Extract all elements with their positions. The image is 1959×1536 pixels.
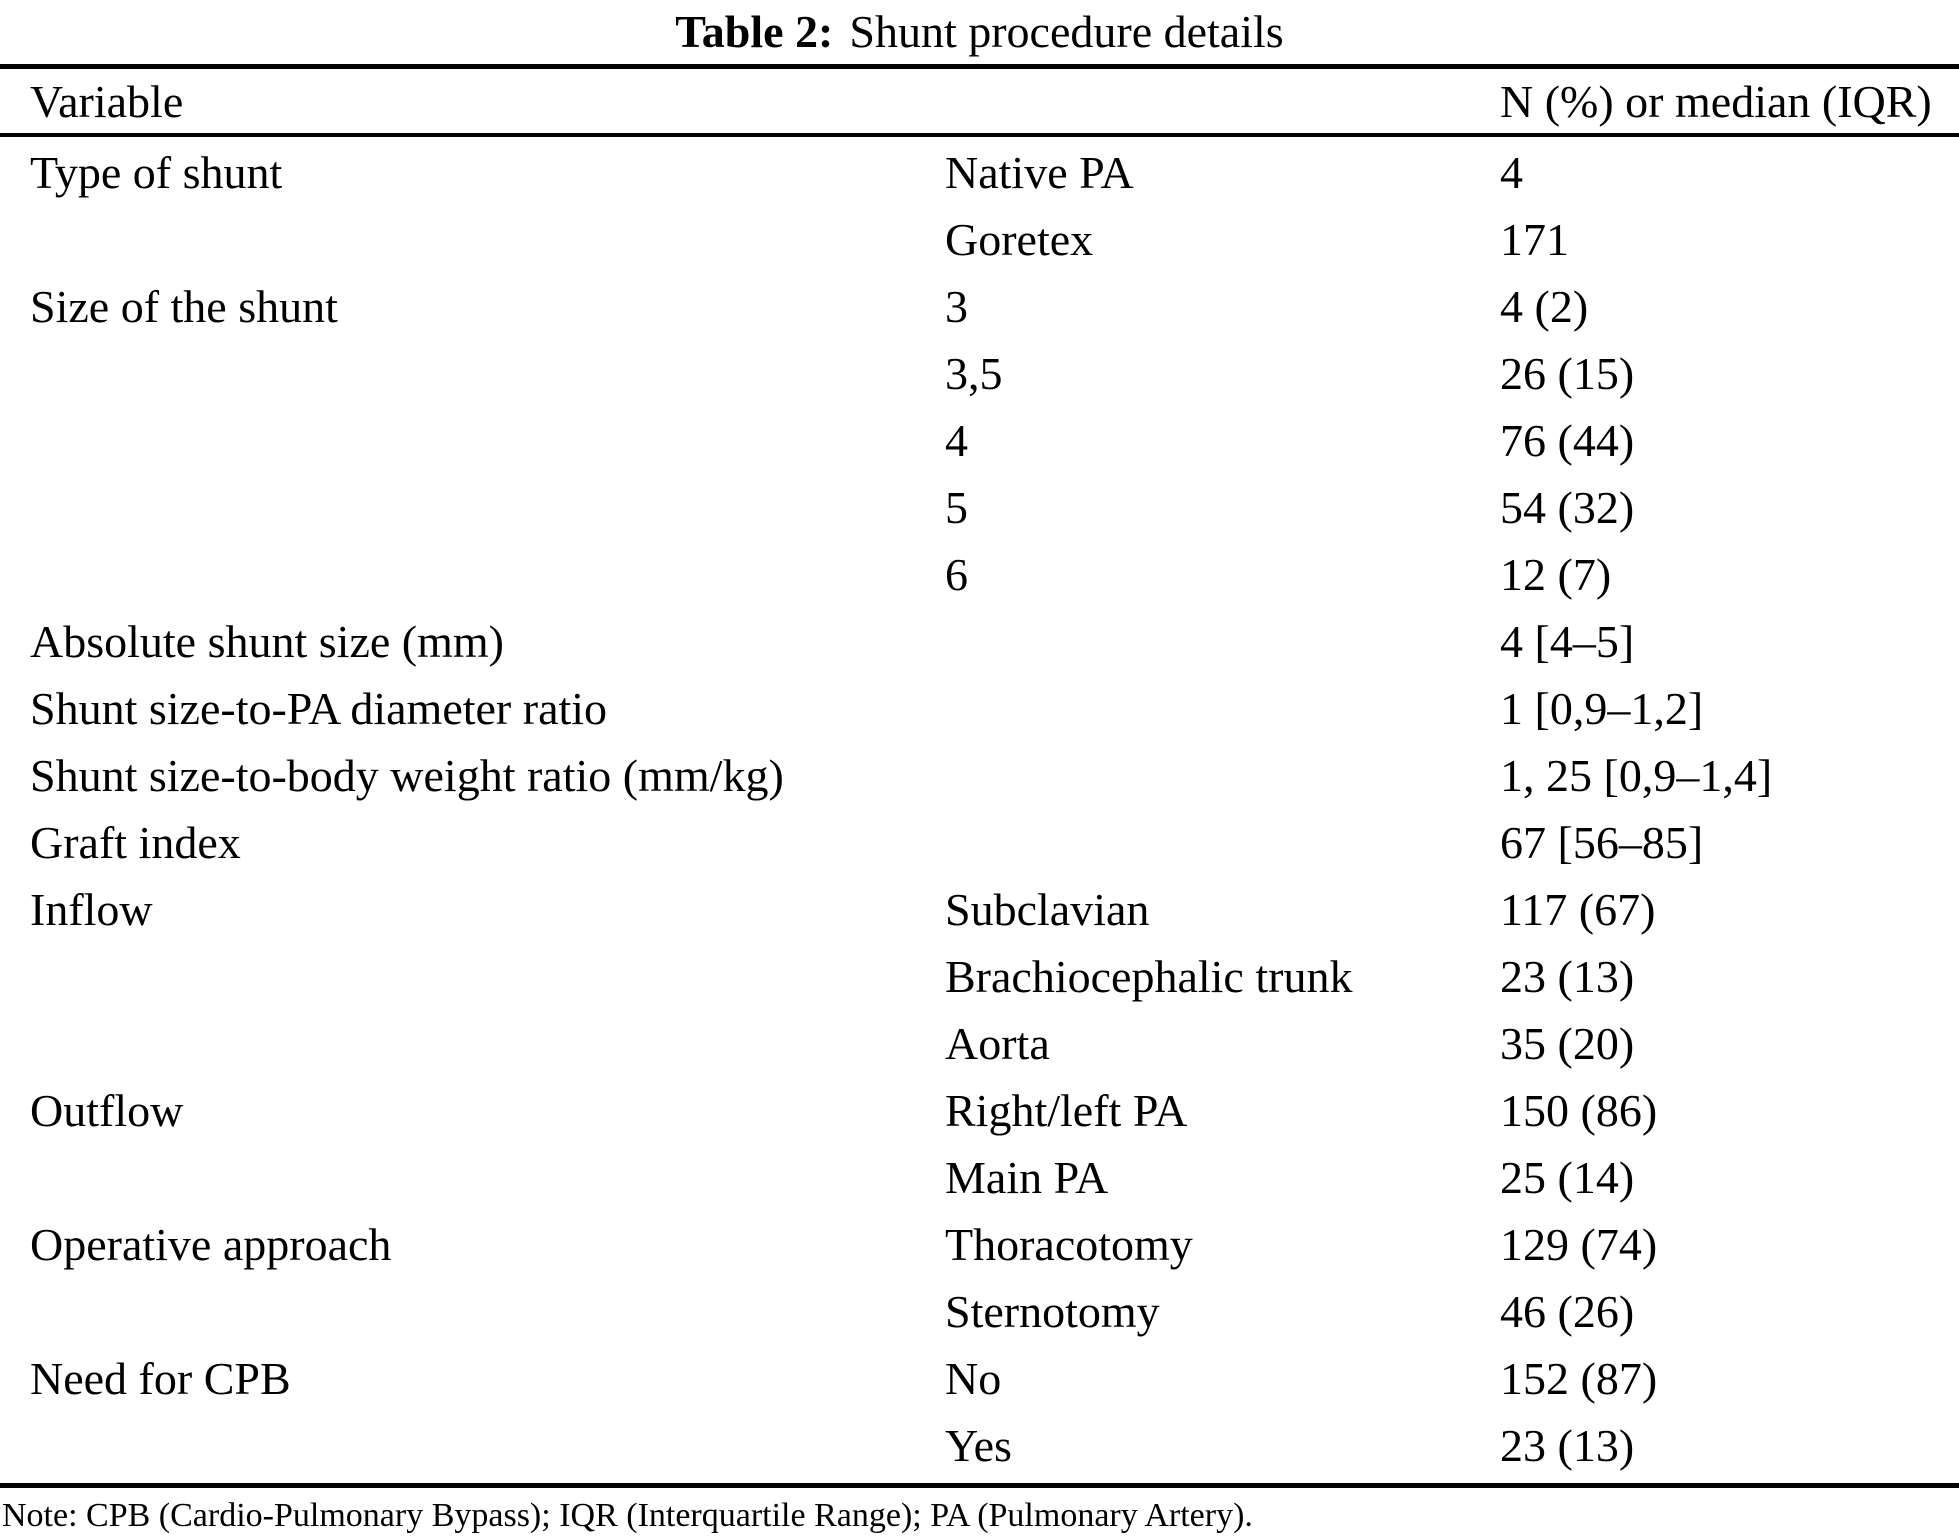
table-row: Inflow Subclavian 117 (67) bbox=[0, 876, 1959, 943]
table-row: 3,5 26 (15) bbox=[0, 340, 1959, 407]
cell-category: Sternotomy bbox=[945, 1286, 1160, 1337]
table-row: Operative approach Thoracotomy 129 (74) bbox=[0, 1211, 1959, 1278]
cell-value: 171 bbox=[1500, 214, 1569, 265]
cell-category: Main PA bbox=[945, 1152, 1109, 1203]
table-row: Yes 23 (13) bbox=[0, 1412, 1959, 1479]
cell-variable: Need for CPB bbox=[30, 1353, 291, 1404]
cell-category: 3 bbox=[945, 281, 968, 332]
table-body: Type of shunt Native PA 4 Goretex 171 Size of… bbox=[0, 137, 1959, 1488]
cell-category: Aorta bbox=[945, 1018, 1050, 1069]
table-row: Graft index 67 [56–85] bbox=[0, 809, 1959, 876]
table-row: Outflow Right/left PA 150 (86) bbox=[0, 1077, 1959, 1144]
table-row: 4 76 (44) bbox=[0, 407, 1959, 474]
cell-category: 3,5 bbox=[945, 348, 1003, 399]
cell-variable: Shunt size-to-PA diameter ratio bbox=[30, 683, 608, 734]
table-row: Goretex 171 bbox=[0, 206, 1959, 273]
table-header-row: Variable N (%) or median (IQR) bbox=[0, 64, 1959, 137]
cell-value: 152 (87) bbox=[1500, 1353, 1658, 1404]
cell-value: 25 (14) bbox=[1500, 1152, 1635, 1203]
table-row: Brachiocephalic trunk 23 (13) bbox=[0, 943, 1959, 1010]
cell-category: Native PA bbox=[945, 147, 1134, 198]
cell-value: 67 [56–85] bbox=[1500, 817, 1704, 868]
cell-variable: Inflow bbox=[30, 884, 153, 935]
cell-category: Yes bbox=[945, 1420, 1012, 1471]
column-header-value: N (%) or median (IQR) bbox=[1500, 75, 1932, 127]
footnote: Note: CPB (Cardio-Pulmonary Bypass); IQR… bbox=[2, 1497, 1253, 1534]
cell-variable: Size of the shunt bbox=[30, 281, 338, 332]
cell-value: 26 (15) bbox=[1500, 348, 1635, 399]
cell-value: 23 (13) bbox=[1500, 951, 1635, 1002]
table-row: Main PA 25 (14) bbox=[0, 1144, 1959, 1211]
cell-value: 4 (2) bbox=[1500, 281, 1589, 332]
cell-value: 54 (32) bbox=[1500, 482, 1635, 533]
cell-value: 76 (44) bbox=[1500, 415, 1635, 466]
cell-category: 6 bbox=[945, 549, 968, 600]
cell-value: 35 (20) bbox=[1500, 1018, 1635, 1069]
cell-value: 117 (67) bbox=[1500, 884, 1656, 935]
cell-variable: Operative approach bbox=[30, 1219, 392, 1270]
cell-value: 12 (7) bbox=[1500, 549, 1612, 600]
table-row: Sternotomy 46 (26) bbox=[0, 1278, 1959, 1345]
cell-category: Right/left PA bbox=[945, 1085, 1188, 1136]
cell-category: Brachiocephalic trunk bbox=[945, 951, 1353, 1002]
cell-value: 1, 25 [0,9–1,4] bbox=[1500, 750, 1773, 801]
cell-category: 5 bbox=[945, 482, 968, 533]
cell-value: 23 (13) bbox=[1500, 1420, 1635, 1471]
cell-category: Thoracotomy bbox=[945, 1219, 1193, 1270]
table-row: Type of shunt Native PA 4 bbox=[0, 139, 1959, 206]
table-row: 6 12 (7) bbox=[0, 541, 1959, 608]
cell-category: 4 bbox=[945, 415, 968, 466]
table-row: Absolute shunt size (mm) 4 [4–5] bbox=[0, 608, 1959, 675]
cell-value: 46 (26) bbox=[1500, 1286, 1635, 1337]
cell-value: 4 bbox=[1500, 147, 1523, 198]
cell-variable: Absolute shunt size (mm) bbox=[30, 616, 504, 667]
cell-variable: Outflow bbox=[30, 1085, 184, 1136]
table-row: Aorta 35 (20) bbox=[0, 1010, 1959, 1077]
cell-category: Subclavian bbox=[945, 884, 1150, 935]
table-row: Need for CPB No 152 (87) bbox=[0, 1345, 1959, 1412]
table-caption-label: Table 2: bbox=[675, 6, 834, 57]
cell-value: 129 (74) bbox=[1500, 1219, 1658, 1270]
table-row: Size of the shunt 3 4 (2) bbox=[0, 273, 1959, 340]
cell-value: 4 [4–5] bbox=[1500, 616, 1635, 667]
cell-variable: Type of shunt bbox=[30, 147, 283, 198]
table-row: Shunt size-to-body weight ratio (mm/kg) 1… bbox=[0, 742, 1959, 809]
table-caption-text: Shunt procedure details bbox=[849, 6, 1284, 57]
cell-category: Goretex bbox=[945, 214, 1094, 265]
cell-variable: Shunt size-to-body weight ratio (mm/kg) bbox=[30, 750, 784, 801]
cell-variable: Graft index bbox=[30, 817, 241, 868]
table-row: Shunt size-to-PA diameter ratio 1 [0,9–1,… bbox=[0, 675, 1959, 742]
cell-category: No bbox=[945, 1353, 1002, 1404]
table-row: 5 54 (32) bbox=[0, 474, 1959, 541]
table-caption: Table 2: Shunt procedure details bbox=[0, 0, 1959, 64]
cell-value: 1 [0,9–1,2] bbox=[1500, 683, 1704, 734]
cell-value: 150 (86) bbox=[1500, 1085, 1658, 1136]
column-header-variable: Variable bbox=[30, 75, 184, 127]
